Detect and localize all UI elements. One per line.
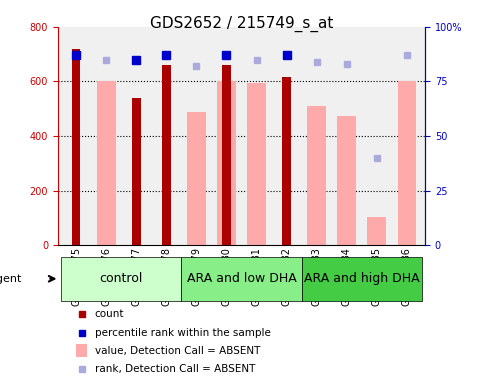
Text: control: control <box>99 272 143 285</box>
Text: GDS2652 / 215749_s_at: GDS2652 / 215749_s_at <box>150 15 333 31</box>
Bar <box>132 98 141 245</box>
Bar <box>368 217 386 245</box>
Bar <box>76 344 87 357</box>
Bar <box>187 111 206 245</box>
Bar <box>398 81 416 245</box>
FancyBboxPatch shape <box>302 257 422 301</box>
Bar <box>307 106 326 245</box>
Text: agent: agent <box>0 274 22 284</box>
Text: percentile rank within the sample: percentile rank within the sample <box>95 328 270 338</box>
Text: count: count <box>95 310 124 319</box>
Bar <box>222 65 231 245</box>
Bar <box>162 65 171 245</box>
Text: ARA and high DHA: ARA and high DHA <box>304 272 420 285</box>
Text: value, Detection Call = ABSENT: value, Detection Call = ABSENT <box>95 346 260 356</box>
Bar <box>247 83 266 245</box>
Bar <box>217 81 236 245</box>
Bar <box>337 116 356 245</box>
FancyBboxPatch shape <box>61 257 181 301</box>
Text: rank, Detection Call = ABSENT: rank, Detection Call = ABSENT <box>95 364 255 374</box>
Bar <box>71 49 81 245</box>
Bar <box>282 78 291 245</box>
FancyBboxPatch shape <box>181 257 302 301</box>
Text: ARA and low DHA: ARA and low DHA <box>186 272 297 285</box>
Bar <box>97 81 115 245</box>
